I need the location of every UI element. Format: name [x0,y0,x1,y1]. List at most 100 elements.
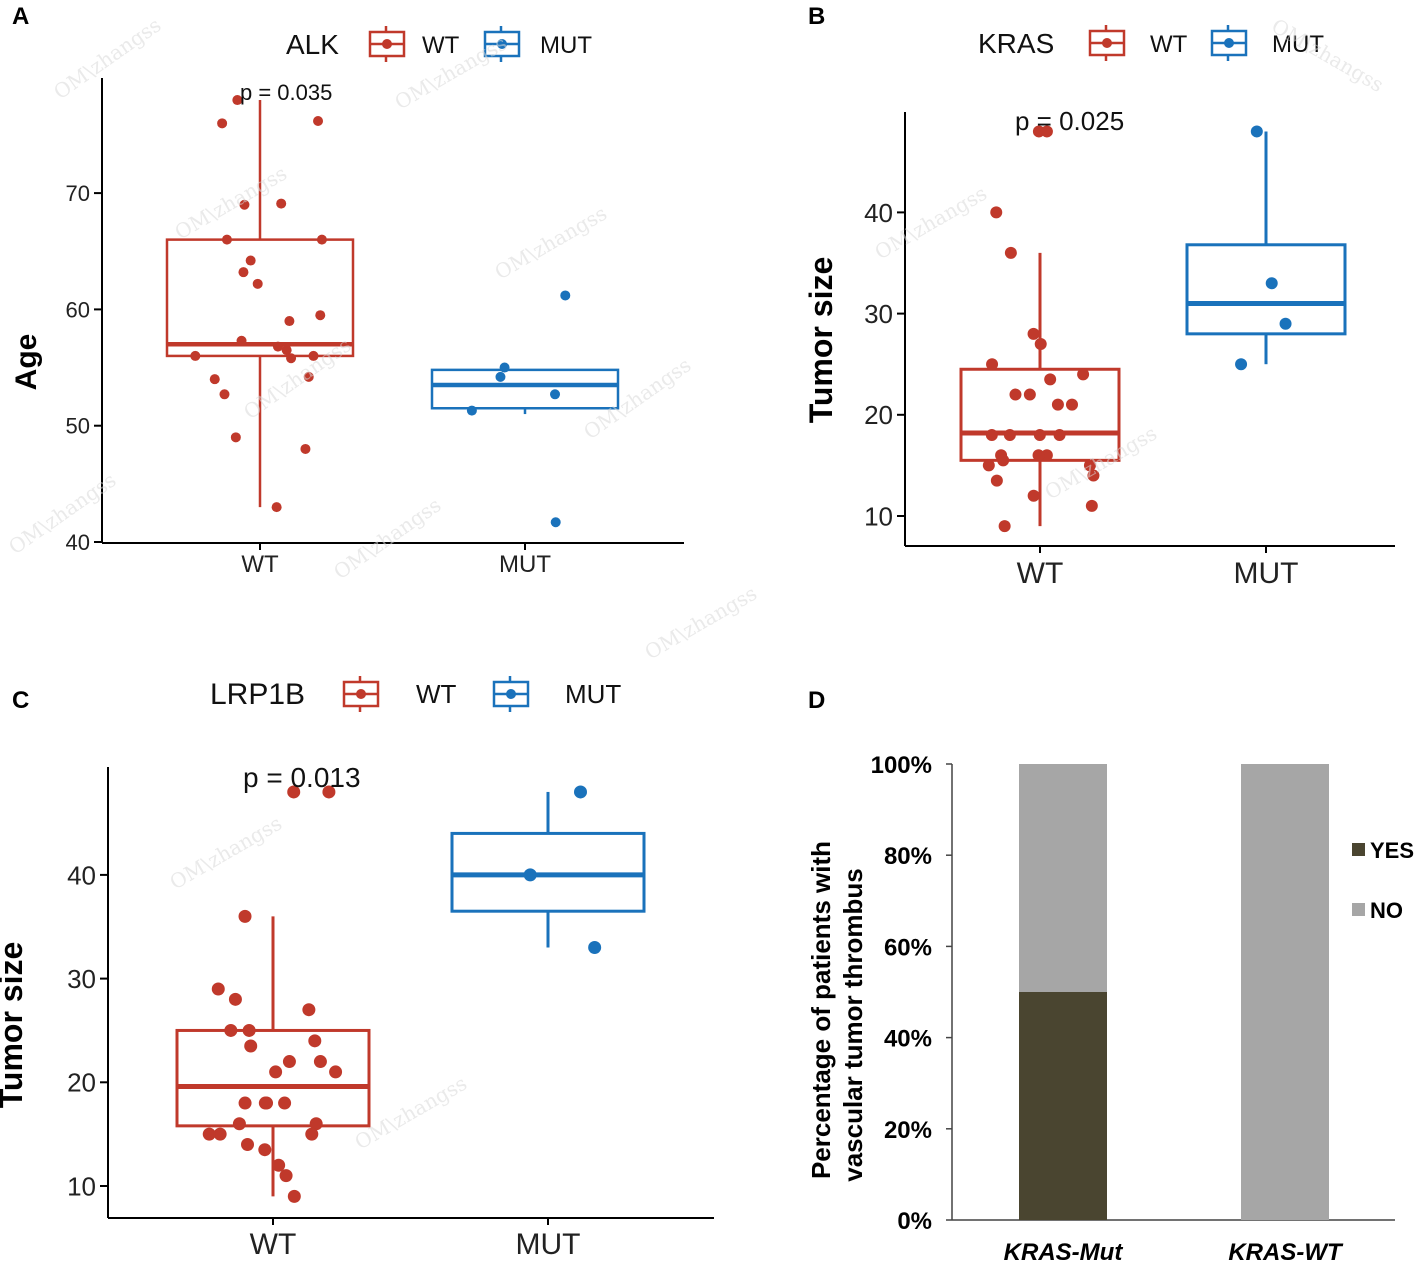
y-tick-label: 20 [67,1068,96,1098]
data-point [1087,469,1100,482]
data-point [1077,368,1090,381]
box [165,238,355,358]
data-point [560,290,571,301]
bar-segment-no [1241,764,1329,1220]
data-point [238,909,252,923]
data-point [308,1034,322,1048]
box-mut [430,290,620,528]
y-tick-label: 40 [67,860,96,890]
x-tick-label: KRAS-Mut [1004,1239,1124,1261]
y-tick-label: 70 [66,181,90,206]
y-tick-label: 20% [884,1117,932,1144]
box [430,368,620,410]
data-point [329,1065,343,1079]
legend: LRP1B WT MUT [210,678,621,711]
legend-key-wt [342,676,380,712]
box-wt [165,95,355,513]
y-axis-label: Tumor size [0,942,29,1109]
y-tick-label: 30 [67,964,96,994]
data-point [276,198,287,209]
panel-a: A ALK WT MUT 40 50 60 70 WT MUT Age p = 0.035 [10,3,684,578]
data-point [242,1023,256,1037]
y-tick-label: 60 [66,297,90,322]
watermark: OM\zhangss [329,493,445,584]
data-point [258,1096,272,1110]
data-point [1034,337,1047,350]
panel-label: C [12,687,29,714]
legend-label-wt: WT [422,32,460,59]
data-point [230,432,241,443]
y-tick-label: 20 [864,400,893,430]
data-point [990,206,1003,219]
legend-title: ALK [286,29,339,60]
data-point [241,1138,255,1152]
data-point [239,199,250,210]
data-point [1023,388,1036,401]
legend-label-yes: YES [1370,838,1414,863]
data-point [523,868,537,882]
data-point [236,335,247,346]
data-point [1279,317,1292,330]
data-point [271,502,282,513]
legend-key-mut [1210,25,1248,61]
data-point [1040,125,1053,138]
watermark: OM\zhangss [579,353,695,444]
data-point [244,1039,258,1053]
watermark: OM\zhangss [166,811,286,894]
y-tick-label: 30 [864,299,893,329]
data-point [1027,327,1040,340]
data-point [550,389,561,400]
box-wt [959,125,1121,533]
panel-label: A [12,3,29,30]
y-tick-label: 100% [871,752,932,779]
data-point [302,1003,316,1017]
y-tick-label: 40 [66,530,90,555]
data-point [1065,398,1078,411]
data-point [228,992,242,1006]
watermark: OM\zhangss [171,161,291,244]
legend-key-mut [483,26,521,62]
legend: ALK WT MUT [286,29,592,60]
y-axis-label-line2: vascular tumor thrombus [838,868,868,1182]
legend: KRAS WT MUT [978,28,1324,59]
data-point [1250,125,1263,138]
data-point [284,316,295,327]
data-point [1083,459,1096,472]
y-tick-label: 60% [884,934,932,961]
data-point [238,267,249,278]
data-point [1027,489,1040,502]
data-point [272,1158,286,1172]
data-point [1085,499,1098,512]
data-point [588,940,602,954]
legend-label-mut: MUT [565,679,621,709]
data-point [316,234,327,245]
box-mut [1185,125,1347,371]
legend-title: LRP1B [210,678,305,711]
watermark: OM\zhangss [491,201,611,284]
y-tick-label: 50 [66,414,90,439]
y-tick-label: 40 [864,198,893,228]
legend-label-mut: MUT [540,32,592,59]
data-point [213,1127,227,1141]
box [175,1028,371,1128]
y-tick-label: 0% [897,1208,932,1235]
data-point [982,459,995,472]
panel-b: B KRAS WT MUT 10 20 30 40 WT MUT Tumor size p = 0.0… [803,3,1395,590]
legend-label-mut: MUT [1272,31,1324,58]
p-value: p = 0.035 [240,80,332,105]
data-point [313,1055,327,1069]
y-tick-label: 80% [884,843,932,870]
x-tick-label: WT [250,1228,297,1261]
box-mut [450,785,646,954]
data-point [269,1065,283,1079]
data-point [282,1055,296,1069]
data-point [232,95,243,106]
data-point [466,405,477,416]
y-tick-label: 10 [67,1171,96,1201]
data-point [217,118,228,129]
data-point [1265,277,1278,290]
bar-segment-yes [1019,992,1107,1220]
data-point [574,785,588,799]
p-value: p = 0.013 [243,762,361,793]
